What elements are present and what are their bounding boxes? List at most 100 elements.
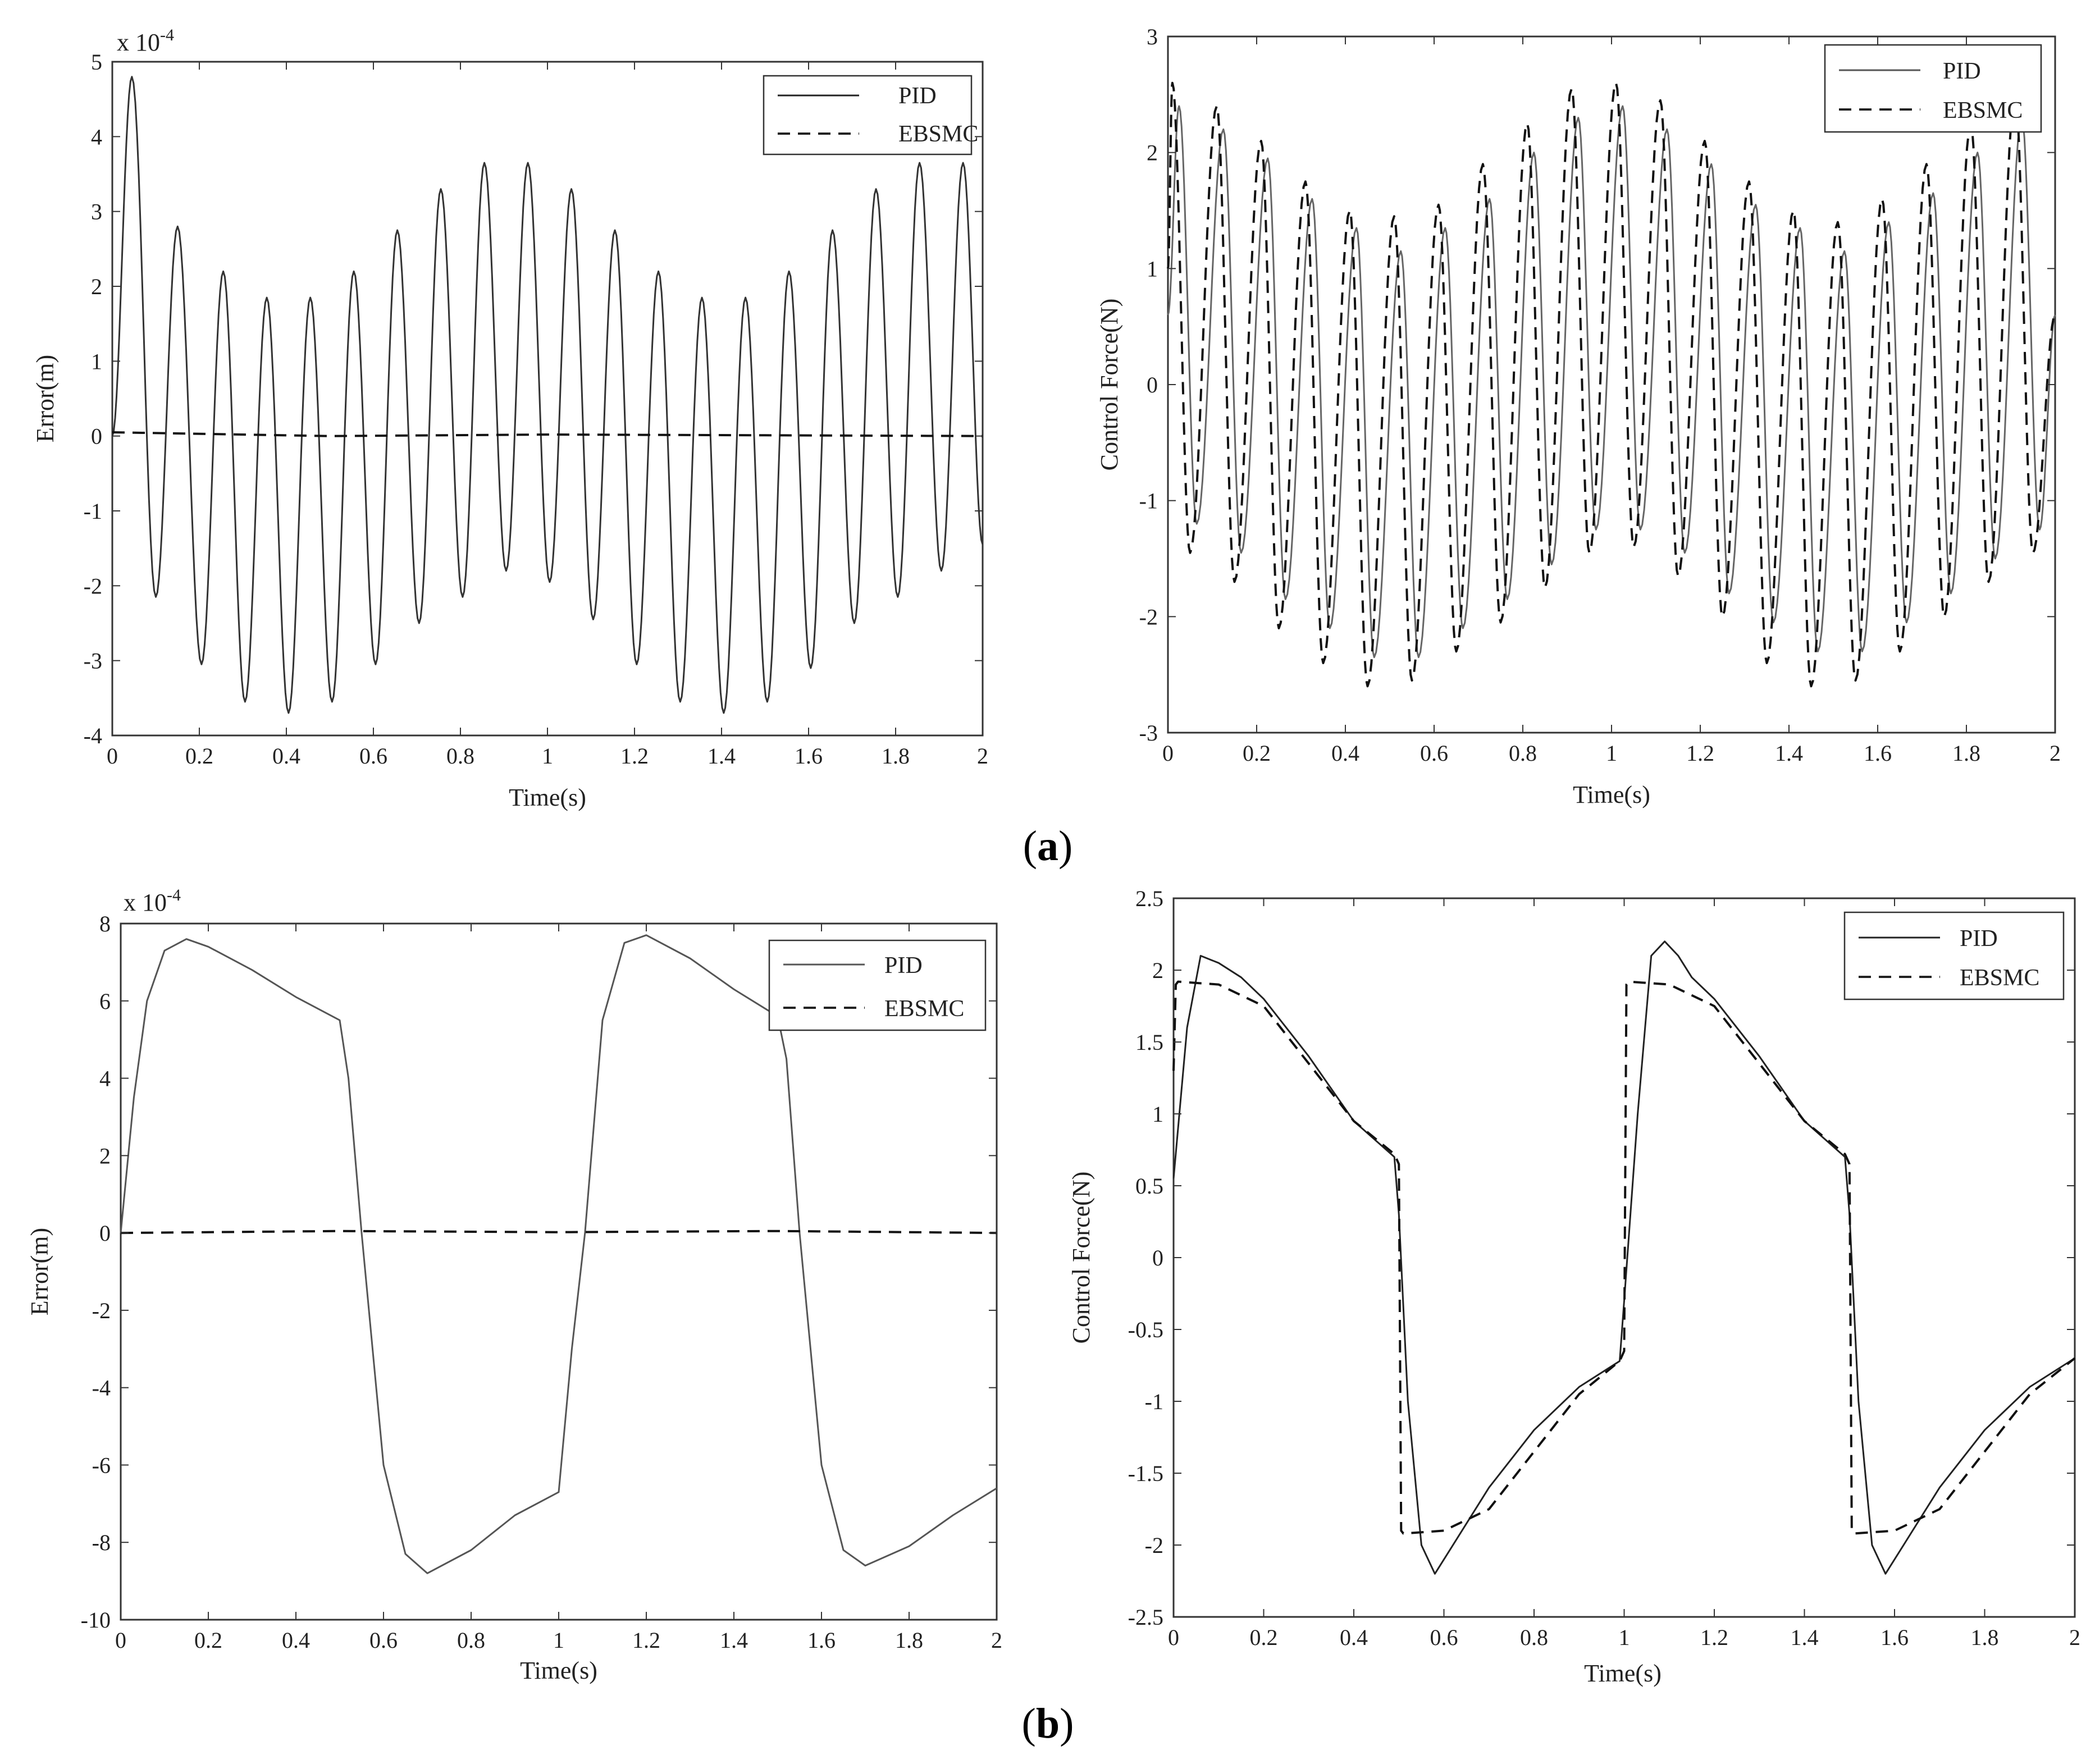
y-tick-label: -3 — [84, 648, 102, 674]
y-tick-label: 6 — [99, 989, 111, 1014]
x-tick-label: 1.2 — [632, 1628, 660, 1653]
y-exponent-label: x 10-4 — [117, 26, 174, 56]
x-tick-label: 1.6 — [1864, 741, 1892, 766]
legend-label-pid: PID — [884, 953, 923, 979]
x-tick-label: 1.4 — [1791, 1625, 1819, 1650]
y-tick-label: 0.5 — [1135, 1173, 1163, 1199]
x-tick-label: 1.6 — [807, 1628, 836, 1653]
y-tick-label: 1 — [1152, 1102, 1163, 1127]
x-tick-label: 1.8 — [1971, 1625, 1999, 1650]
x-tick-label: 1.2 — [1686, 741, 1714, 766]
legend: PID EBSMC — [1843, 911, 2065, 1000]
y-tick-label: -10 — [81, 1607, 111, 1633]
x-tick-label: 0 — [115, 1628, 126, 1653]
plot-frame — [111, 61, 984, 737]
y-tick-label: -6 — [92, 1452, 111, 1478]
y-tick-label: 4 — [91, 124, 102, 149]
legend-box — [768, 939, 987, 1031]
x-axis-label: Time(s) — [520, 1657, 597, 1684]
x-tick-label: 1.4 — [720, 1628, 748, 1653]
legend-label-ebsmc: EBSMC — [1960, 965, 2039, 991]
x-tick-label: 1.8 — [895, 1628, 923, 1653]
y-axis-label: Error(m) — [26, 1228, 53, 1315]
series-line-ebsmc — [120, 1230, 997, 1235]
y-tick-label: 8 — [99, 911, 111, 936]
x-tick-label: 0.6 — [369, 1628, 398, 1653]
y-axis-label: Error(m) — [31, 355, 59, 442]
x-tick-label: 1.4 — [1775, 741, 1803, 766]
series-line-ebsmc — [1172, 980, 2076, 1535]
x-tick-label: 1.4 — [708, 743, 736, 769]
y-tick-label: -3 — [1139, 720, 1158, 746]
y-tick-label: -4 — [84, 723, 102, 748]
x-tick-label: 0.8 — [1509, 741, 1537, 766]
y-tick-label: -0.5 — [1128, 1317, 1163, 1342]
x-tick-label: 0.4 — [272, 743, 300, 769]
legend-box — [1824, 44, 2042, 133]
y-tick-label: -1 — [1145, 1389, 1163, 1414]
y-tick-label: 2.5 — [1135, 886, 1163, 911]
y-tick-label: 1 — [91, 349, 102, 374]
legend-label-ebsmc: EBSMC — [898, 121, 978, 147]
series-line-ebsmc — [1167, 81, 2056, 688]
series-line-pid — [120, 934, 997, 1574]
y-tick-label: 2 — [1152, 958, 1163, 983]
series-line-pid — [111, 76, 984, 714]
x-tick-label: 0.6 — [1430, 1625, 1458, 1650]
x-tick-label: 2 — [991, 1628, 1002, 1653]
y-tick-label: 2 — [1147, 140, 1158, 166]
y-tick-label: -2 — [92, 1298, 111, 1323]
x-tick-label: 0.6 — [1420, 741, 1448, 766]
legend: PID EBSMC — [1824, 44, 2042, 133]
x-tick-label: 2 — [2050, 741, 2061, 766]
series-line-ebsmc — [112, 431, 983, 437]
legend-label-pid: PID — [1943, 58, 1981, 84]
x-tick-label: 1.2 — [620, 743, 649, 769]
x-tick-label: 0 — [107, 743, 118, 769]
y-tick-label: -1.5 — [1128, 1461, 1163, 1486]
y-exponent-label: x 10-4 — [124, 886, 181, 916]
x-tick-label: 1.2 — [1700, 1625, 1728, 1650]
series-line-pid — [1167, 105, 2056, 659]
x-tick-label: 0 — [1162, 741, 1174, 766]
x-tick-label: 0.8 — [446, 743, 474, 769]
y-tick-label: 0 — [99, 1221, 111, 1246]
x-tick-label: 0 — [1168, 1625, 1179, 1650]
x-tick-label: 0.4 — [1331, 741, 1359, 766]
x-tick-label: 0.2 — [185, 743, 213, 769]
y-tick-label: 2 — [99, 1143, 111, 1168]
legend-label-pid: PID — [1960, 926, 1998, 952]
legend-label-ebsmc: EBSMC — [1943, 98, 2023, 124]
legend-box — [763, 75, 973, 156]
y-axis-label: Control Force(N) — [1067, 1172, 1095, 1344]
x-tick-label: 1.6 — [1881, 1625, 1909, 1650]
x-tick-label: 0.6 — [359, 743, 387, 769]
chart-a-control-force: 0 0.2 0.4 0.6 0.8 1 1.2 1.4 1.6 1.8 2 -3 -2 -1 0 1 2 3 Ti… — [1096, 24, 2061, 808]
x-tick-label: 1.6 — [795, 743, 823, 769]
x-tick-label: 2 — [2069, 1625, 2080, 1650]
legend: PID EBSMC — [763, 75, 978, 156]
legend-label-ebsmc: EBSMC — [884, 996, 964, 1022]
y-tick-label: 1.5 — [1135, 1030, 1163, 1055]
y-axis-label: Control Force(N) — [1096, 299, 1123, 471]
y-tick-label: 2 — [91, 274, 102, 299]
x-tick-label: 0.4 — [282, 1628, 310, 1653]
x-axis-label: Time(s) — [509, 784, 586, 811]
y-tick-label: -1 — [84, 499, 102, 524]
y-tick-label: 0 — [91, 424, 102, 449]
x-tick-label: 1.8 — [1952, 741, 1980, 766]
y-tick-label: 3 — [1147, 24, 1158, 49]
legend-label-pid: PID — [898, 83, 937, 109]
x-axis-label: Time(s) — [1573, 781, 1650, 808]
x-axis-label: Time(s) — [1584, 1660, 1662, 1687]
x-tick-label: 0.2 — [1250, 1625, 1278, 1650]
y-tick-label: -2.5 — [1128, 1605, 1163, 1630]
y-tick-label: -2 — [84, 573, 102, 598]
y-tick-label: -2 — [1145, 1533, 1163, 1558]
x-tick-label: 1 — [1606, 741, 1617, 766]
y-tick-label: 0 — [1152, 1245, 1163, 1271]
x-tick-label: 1.8 — [882, 743, 910, 769]
x-tick-label: 0.2 — [194, 1628, 222, 1653]
y-tick-label: -2 — [1139, 604, 1158, 629]
x-tick-label: 1 — [553, 1628, 564, 1653]
